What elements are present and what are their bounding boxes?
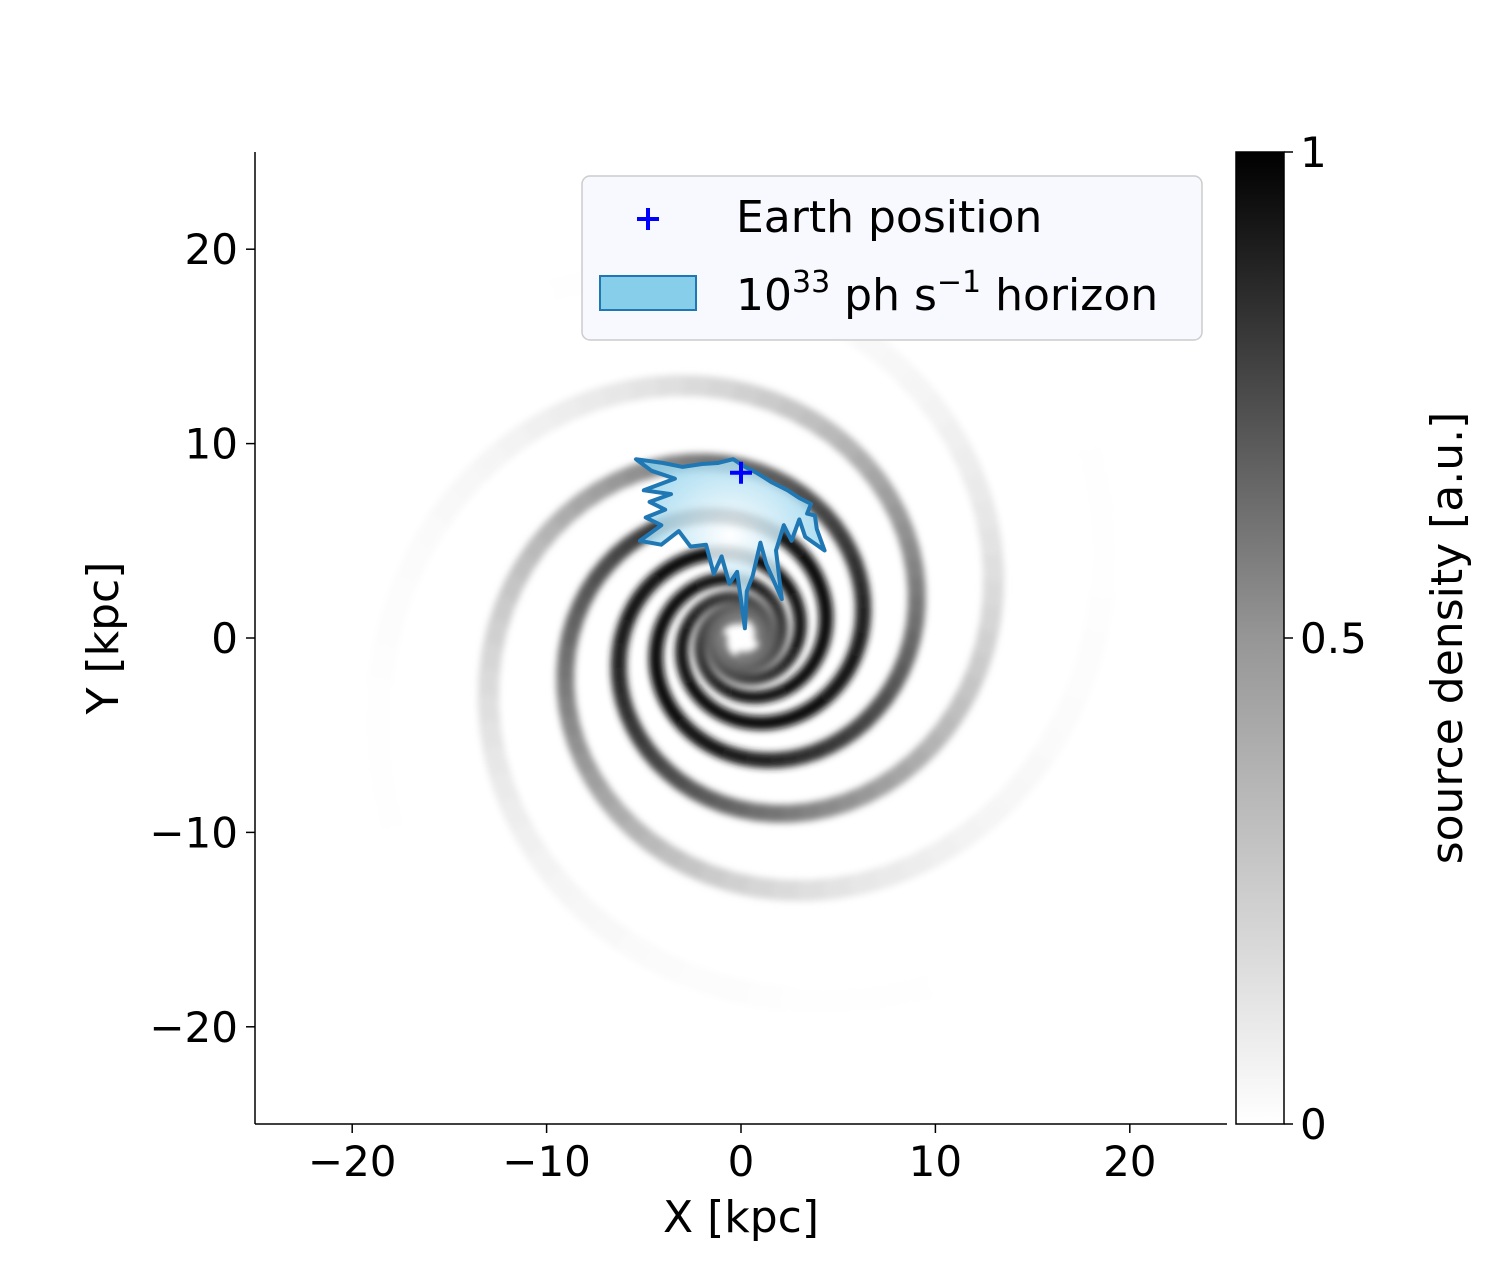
legend-horizon-swatch-icon [599,275,697,311]
x-axis-label: X [kpc] [663,1192,819,1243]
x-tick-label: 10 [909,1137,962,1186]
legend-earth-label: Earth position [736,192,1042,243]
colorbar-tick-label: 0 [1300,1100,1327,1149]
spiral-arm-4 [477,453,1135,1015]
horizon-polygon [634,457,827,631]
x-tick-label: 20 [1103,1137,1156,1186]
legend: Earth position 1033 ph s−1 horizon [581,175,1203,341]
y-axis-ticks: −20 −10 0 10 20 [149,225,255,1052]
colorbar [1235,151,1285,1125]
colorbar-ticks: 00.51 [1284,128,1367,1149]
spiral-arm-3 [364,374,926,1032]
y-tick-label: 0 [211,614,238,663]
legend-earth-marker-icon [637,208,659,230]
legend-horizon-label: 1033 ph s−1 horizon [736,265,1158,321]
y-tick-label: −10 [149,808,238,857]
colorbar-tick-label: 1 [1300,128,1327,177]
y-tick-label: 10 [185,420,238,469]
earth-position-marker [730,461,752,484]
x-axis-ticks: −20 −10 0 10 20 [308,1124,1157,1186]
x-tick-label: 0 [728,1137,755,1186]
spiral-arm-segment [1074,859,1135,918]
spiral-arm-1 [556,244,1117,902]
y-axis-label: Y [kpc] [78,562,129,716]
spiral-arm-segment [347,358,408,417]
y-tick-label: −20 [149,1003,238,1052]
colorbar-label: source density [a.u.] [1422,412,1473,865]
y-tick-label: 20 [185,225,238,274]
x-tick-label: −10 [502,1137,591,1186]
spiral-arms [347,244,1135,1032]
colorbar-tick-label: 0.5 [1300,614,1367,663]
x-tick-label: −20 [308,1137,397,1186]
spiral-arm-segment [461,971,520,1032]
spiral-arm-2 [347,261,1005,823]
plot-area [347,244,1135,1032]
legend-box [581,175,1203,341]
